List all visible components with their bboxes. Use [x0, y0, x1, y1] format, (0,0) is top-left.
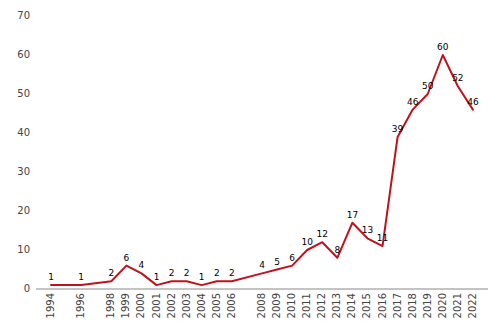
- x-tick-label: 2016: [377, 293, 388, 318]
- x-tick-label: 2008: [256, 293, 267, 318]
- data-label: 46: [407, 97, 419, 107]
- data-label: 4: [139, 260, 145, 270]
- x-tick-label: 2014: [346, 293, 357, 318]
- x-tick-label: 2020: [437, 293, 448, 318]
- data-label: 2: [169, 268, 175, 278]
- data-label: 12: [317, 229, 328, 239]
- data-line: [51, 55, 473, 285]
- data-label: 1: [199, 272, 205, 282]
- data-label: 17: [347, 210, 358, 220]
- data-label: 52: [452, 73, 463, 83]
- data-label: 11: [377, 233, 388, 243]
- data-label: 4: [259, 260, 265, 270]
- data-label: 2: [184, 268, 190, 278]
- data-label: 8: [334, 245, 340, 255]
- chart-container: 0 10 20 30 40 50 60 70 1994 1996 1998 1999 2000 2001 2…: [0, 0, 500, 333]
- x-tick-label: 2019: [422, 293, 433, 318]
- x-tick-label: 1999: [120, 293, 131, 318]
- x-tick-label: 2005: [211, 293, 222, 318]
- y-tick-label: 0: [24, 283, 30, 294]
- x-tick-label: 2022: [467, 293, 478, 318]
- data-label: 39: [392, 124, 404, 134]
- x-tick-label: 2011: [301, 293, 312, 318]
- data-label: 5: [274, 257, 280, 267]
- x-tick-label: 2015: [361, 293, 372, 318]
- data-label: 50: [422, 81, 434, 91]
- x-tick-label: 2001: [151, 293, 162, 318]
- data-label: 6: [289, 253, 295, 263]
- data-label: 2: [229, 268, 235, 278]
- data-label: 6: [124, 253, 130, 263]
- y-tick-label: 10: [17, 244, 30, 255]
- x-tick-label: 2012: [316, 293, 327, 318]
- x-axis-line: [36, 289, 488, 290]
- data-label: 46: [467, 97, 479, 107]
- x-tick-label: 1996: [75, 293, 86, 318]
- x-tick-label: 2010: [286, 293, 297, 318]
- plot-area: [51, 55, 473, 285]
- x-tick-label: 2013: [331, 293, 342, 318]
- y-tick-label: 50: [17, 88, 30, 99]
- data-label: 2: [108, 268, 114, 278]
- y-tick-label: 20: [17, 205, 30, 216]
- data-label: 10: [301, 237, 313, 247]
- data-label: 1: [48, 272, 54, 282]
- x-tick-label: 2017: [392, 293, 403, 318]
- x-tick-label: 2002: [166, 293, 177, 318]
- data-label: 1: [154, 272, 160, 282]
- data-label: 60: [437, 42, 449, 52]
- y-tick-label: 30: [17, 166, 30, 177]
- y-tick-label: 60: [17, 49, 30, 60]
- chart: 0 10 20 30 40 50 60 70 1994 1996 1998 1999 2000 2001 2…: [0, 0, 500, 333]
- x-tick-label: 2018: [407, 293, 418, 318]
- x-tick-label: 1994: [45, 293, 56, 318]
- data-label: 2: [214, 268, 220, 278]
- x-tick-label: 2009: [271, 293, 282, 318]
- x-tick-label: 2021: [452, 293, 463, 318]
- data-label: 13: [362, 225, 373, 235]
- x-tick-label: 2006: [226, 293, 237, 318]
- y-tick-label: 40: [17, 127, 30, 138]
- y-tick-label: 70: [17, 10, 30, 21]
- x-tick-label: 1998: [105, 293, 116, 318]
- x-tick-label: 2004: [196, 293, 207, 318]
- x-tick-label: 2000: [135, 293, 146, 318]
- x-tick-label: 2003: [181, 293, 192, 318]
- data-label: 1: [78, 272, 84, 282]
